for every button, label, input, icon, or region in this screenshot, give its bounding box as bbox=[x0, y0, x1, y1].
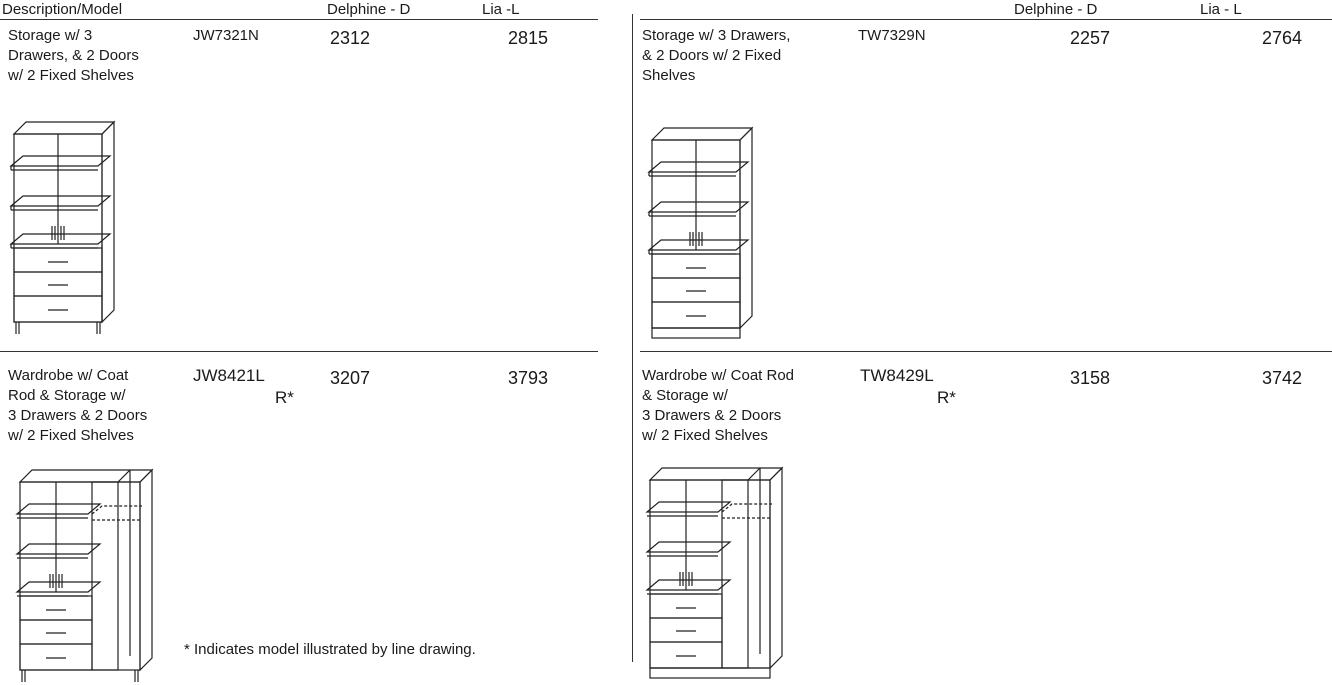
wardrobe-drawing bbox=[16, 469, 153, 682]
model: JW8421L bbox=[193, 366, 265, 385]
description-line: Shelves bbox=[642, 67, 696, 84]
header-label: Delphine - D bbox=[327, 1, 411, 18]
rule bbox=[0, 351, 598, 352]
description: Wardrobe w/ Coat Rod & Storage w/ 3 Draw… bbox=[642, 366, 794, 446]
description-line: 3 Drawers & 2 Doors bbox=[642, 407, 782, 424]
description-line: w/ 2 Fixed Shelves bbox=[8, 427, 134, 444]
header-label: Lia - L bbox=[1200, 1, 1242, 18]
wardrobe-drawing bbox=[646, 467, 783, 679]
description: Storage w/ 3 Drawers, & 2 Doors w/ 2 Fix… bbox=[8, 26, 139, 86]
rule bbox=[640, 351, 1332, 352]
description-line: 3 Drawers & 2 Doors bbox=[8, 407, 148, 424]
description-line: Storage w/ 3 Drawers, bbox=[642, 27, 791, 44]
description-line: & Storage w/ bbox=[642, 387, 728, 404]
description: Storage w/ 3 Drawers, & 2 Doors w/ 2 Fix… bbox=[642, 26, 790, 86]
model: JW7321N bbox=[193, 27, 259, 44]
description-line: Rod & Storage w/ bbox=[8, 387, 126, 404]
price: 3742 bbox=[1262, 368, 1303, 388]
price: 2257 bbox=[1070, 28, 1111, 48]
model-variant: R* bbox=[275, 388, 294, 407]
cabinet-drawing bbox=[648, 127, 753, 339]
model-variant: R* bbox=[937, 388, 956, 407]
header-label: Delphine - D bbox=[1014, 1, 1098, 18]
model: TW8429L bbox=[860, 366, 934, 385]
price: 2815 bbox=[508, 28, 549, 48]
price: 2312 bbox=[330, 28, 371, 48]
description: Wardrobe w/ Coat Rod & Storage w/ 3 Draw… bbox=[8, 366, 147, 446]
description-line: w/ 2 Fixed Shelves bbox=[642, 427, 768, 444]
price: 3158 bbox=[1070, 368, 1111, 388]
price: 3207 bbox=[330, 368, 371, 388]
description-line: Wardrobe w/ Coat bbox=[8, 367, 129, 384]
rule bbox=[0, 19, 598, 20]
footnote: * Indicates model illustrated by line dr… bbox=[184, 641, 476, 658]
description-line: Wardrobe w/ Coat Rod bbox=[642, 367, 795, 384]
model: TW7329N bbox=[858, 27, 926, 44]
description-line: w/ 2 Fixed Shelves bbox=[8, 67, 134, 84]
price: 3793 bbox=[508, 368, 549, 388]
description-line: Drawers, & 2 Doors bbox=[8, 47, 139, 64]
description-line: Storage w/ 3 bbox=[8, 27, 93, 44]
header-label: Description/Model bbox=[2, 1, 123, 18]
header-label: Lia -L bbox=[482, 1, 520, 18]
cabinet-drawing bbox=[10, 121, 115, 334]
price: 2764 bbox=[1262, 28, 1303, 48]
divider bbox=[632, 14, 633, 662]
description-line: & 2 Doors w/ 2 Fixed bbox=[642, 47, 782, 64]
rule bbox=[640, 19, 1332, 20]
